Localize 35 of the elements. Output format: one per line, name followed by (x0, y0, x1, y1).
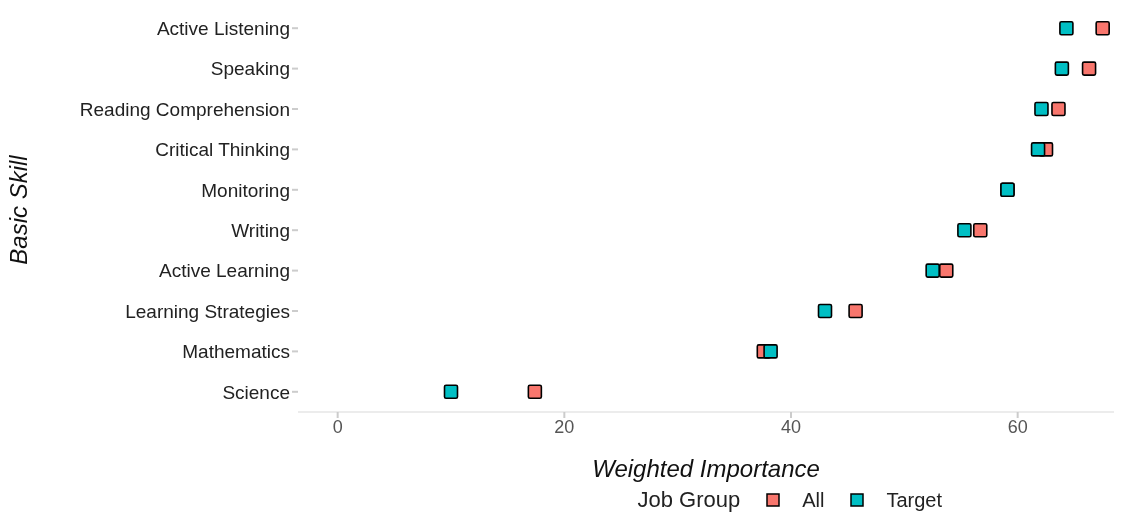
point (443, 384, 459, 400)
legend-label: All (802, 488, 825, 512)
y-tick-label: Learning Strategies (125, 300, 290, 322)
x-tick-label: 0 (332, 416, 343, 437)
point (527, 384, 543, 400)
x-tick-label: 40 (780, 416, 802, 437)
point (938, 263, 954, 278)
y-tick-label: Active Listening (156, 17, 290, 39)
x-tick-label: 60 (1007, 416, 1028, 437)
point (925, 263, 940, 278)
y-tick-label: Writing (231, 219, 290, 241)
x-axis-title: Weighted Importance (592, 455, 820, 482)
y-tick-label: Active Learning (159, 260, 290, 282)
y-tick-label: Speaking (210, 58, 290, 80)
y-tick-label: Mathematics (182, 341, 290, 363)
point (763, 344, 778, 359)
point (848, 303, 863, 319)
point (1054, 61, 1070, 76)
legend-label: Target (886, 488, 942, 512)
x-tick-label: 20 (554, 416, 575, 437)
point (1051, 101, 1066, 117)
point (972, 222, 988, 238)
point (957, 222, 972, 238)
legend-title: Job Group (637, 487, 741, 513)
point (1034, 101, 1049, 117)
point (1095, 20, 1110, 36)
point (1059, 20, 1074, 36)
y-axis-title: Basic Skill (4, 154, 32, 265)
y-tick-label: Monitoring (201, 179, 290, 201)
y-tick-label: Science (222, 381, 290, 403)
point (1081, 61, 1097, 76)
point (817, 303, 833, 319)
y-tick-label: Critical Thinking (155, 139, 290, 161)
y-tick-label: Reading Comprehension (79, 98, 290, 120)
point (1030, 142, 1046, 157)
